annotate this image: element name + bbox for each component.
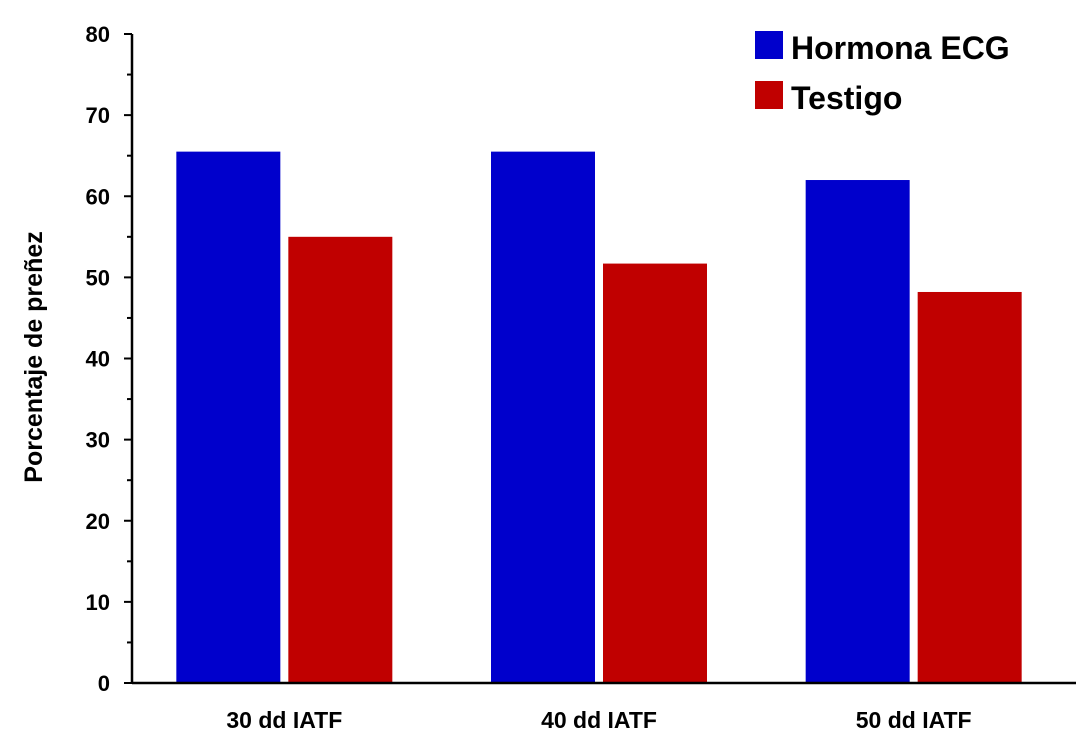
x-axis-category-labels: 30 dd IATF 40 dd IATF 50 dd IATF [226, 707, 971, 733]
x-category-label: 50 dd IATF [856, 707, 972, 733]
y-tick-label: 30 [86, 428, 110, 453]
bar-testigo-3 [917, 291, 1022, 683]
legend-swatch-hormona-ecg [755, 31, 783, 59]
x-category-label: 40 dd IATF [541, 707, 657, 733]
y-tick-label: 10 [86, 590, 110, 615]
legend-label-hormona-ecg: Hormona ECG [791, 30, 1010, 66]
legend-swatch-testigo [755, 81, 783, 109]
bar-hormona-ecg-3 [805, 180, 910, 683]
y-tick-label: 0 [98, 671, 110, 696]
y-tick-label: 50 [86, 265, 110, 290]
y-tick-label: 40 [86, 347, 110, 372]
x-category-label: 30 dd IATF [226, 707, 342, 733]
bar-testigo-2 [603, 263, 707, 683]
y-tick-label: 60 [86, 184, 110, 209]
y-axis-title: Porcentaje de preñez [20, 231, 48, 482]
legend: Hormona ECG Testigo [755, 30, 1010, 116]
bar-testigo-1 [288, 236, 393, 683]
bars [176, 151, 1022, 684]
y-tick-label: 20 [86, 509, 110, 534]
y-tick-label: 70 [86, 103, 110, 128]
legend-label-testigo: Testigo [791, 80, 902, 116]
bar-hormona-ecg-2 [491, 151, 595, 684]
y-tick-label: 80 [86, 22, 110, 47]
y-axis-tick-labels: 0 10 20 30 40 50 60 70 80 [86, 22, 110, 696]
bar-hormona-ecg-1 [176, 151, 281, 684]
